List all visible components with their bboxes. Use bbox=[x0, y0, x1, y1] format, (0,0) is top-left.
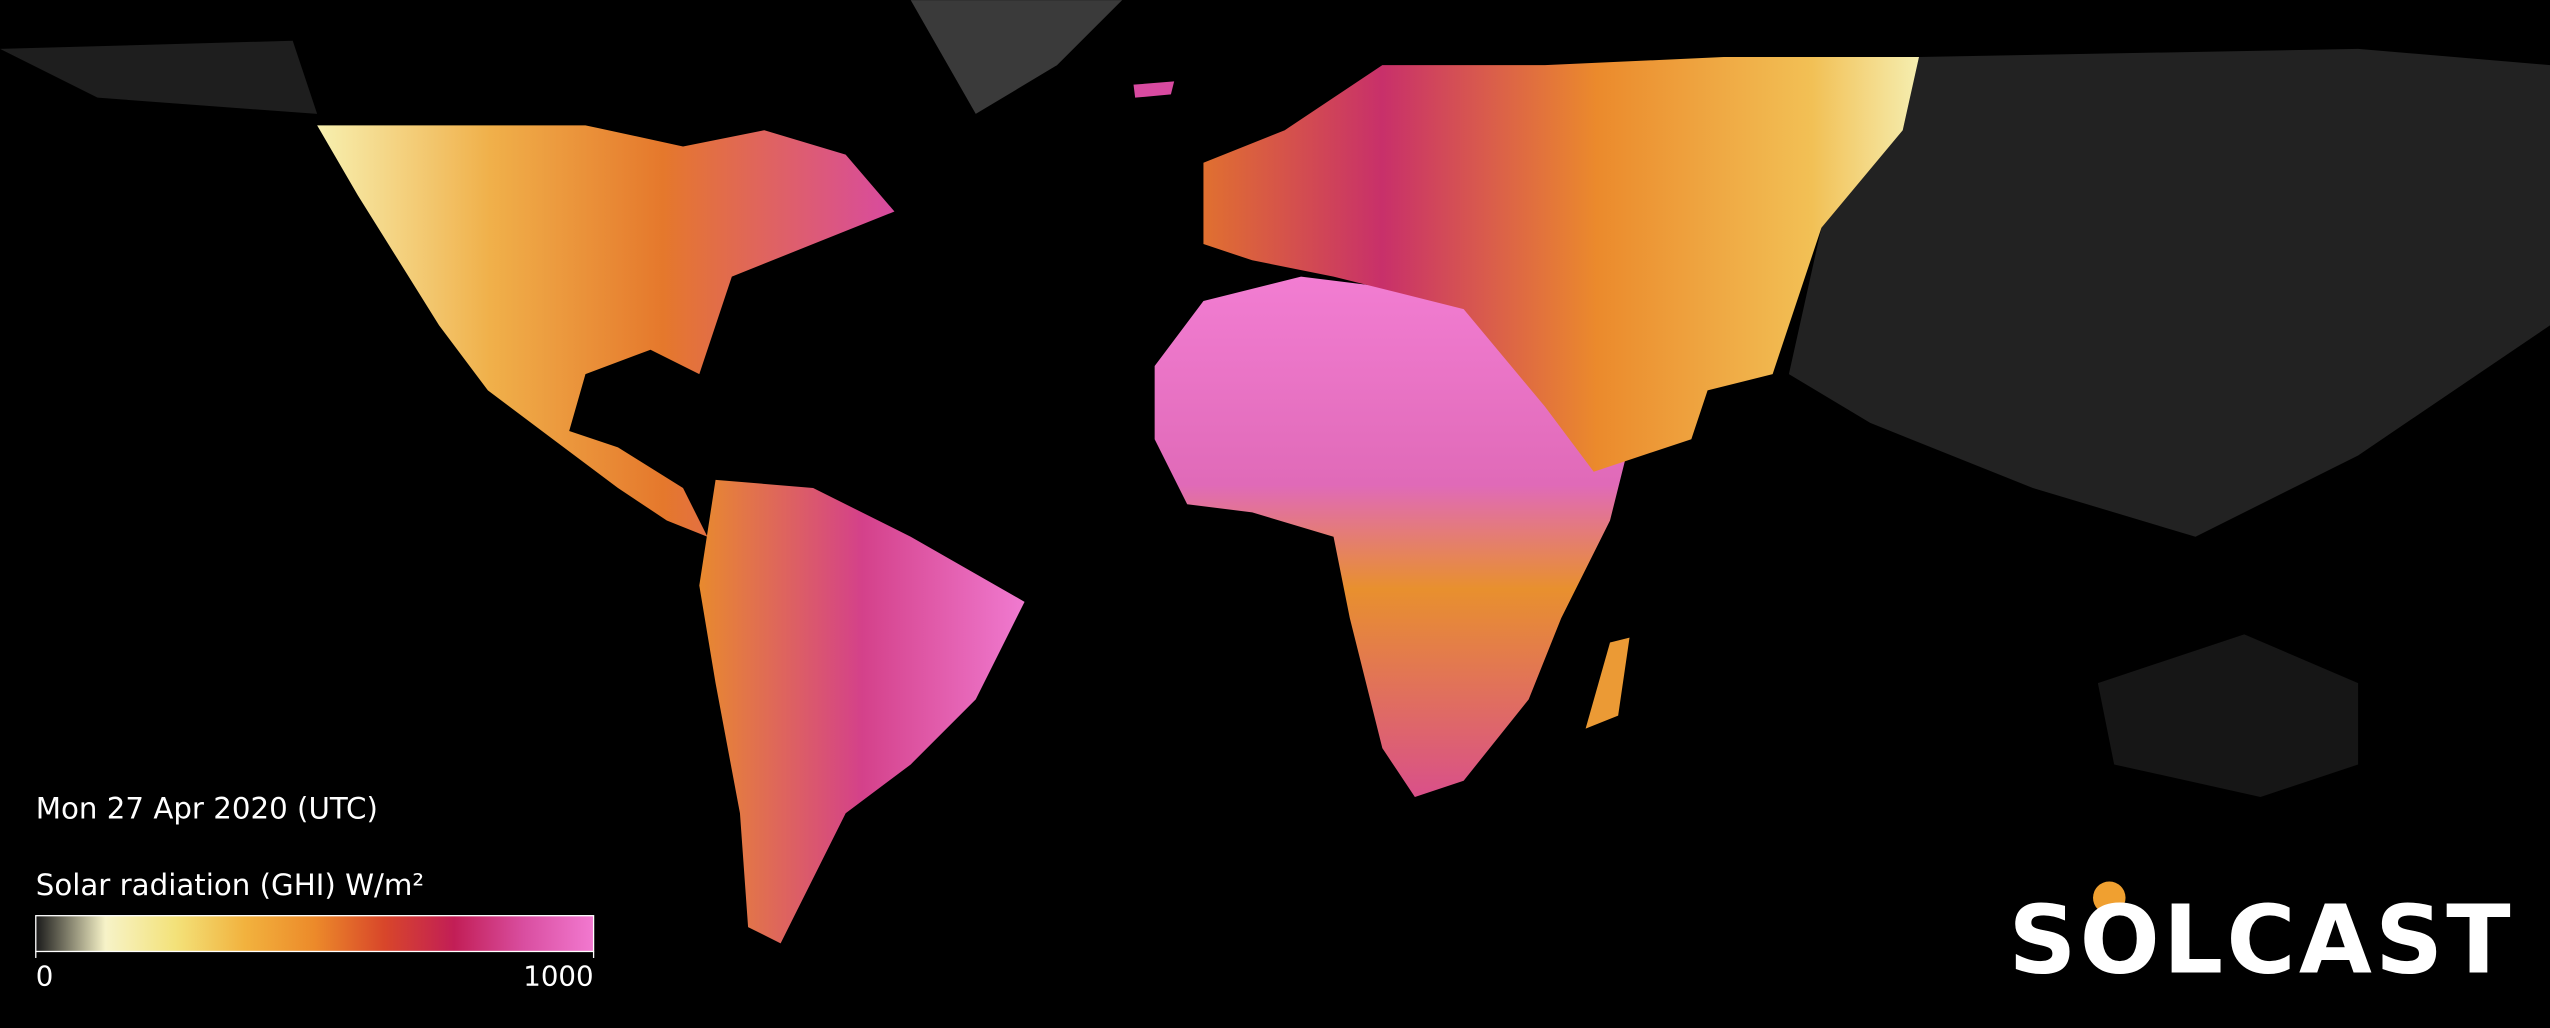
africa bbox=[1154, 276, 1627, 797]
logo-sun bbox=[2093, 881, 2126, 915]
eurasia bbox=[1203, 57, 1920, 472]
asia-night bbox=[1788, 48, 2550, 537]
australia-night bbox=[2097, 634, 2359, 797]
north-america bbox=[317, 125, 895, 537]
logo-text: SOLCAST bbox=[2008, 885, 2513, 995]
legend-title: Solar radiation (GHI) W/m² bbox=[36, 868, 424, 902]
greenland bbox=[910, 0, 1123, 114]
tick-label: 1000 bbox=[523, 959, 593, 992]
south-america bbox=[699, 479, 1025, 944]
madagascar bbox=[1585, 637, 1630, 729]
colorbar bbox=[35, 915, 595, 953]
logo: SOLCAST bbox=[2008, 881, 2513, 995]
arctic-night bbox=[0, 40, 318, 114]
date-label: Mon 27 Apr 2020 (UTC) bbox=[36, 791, 378, 825]
iceland bbox=[1133, 81, 1175, 98]
tick-label: 0 bbox=[36, 959, 54, 992]
colorbar-ticks: 0 1000 bbox=[35, 951, 595, 992]
